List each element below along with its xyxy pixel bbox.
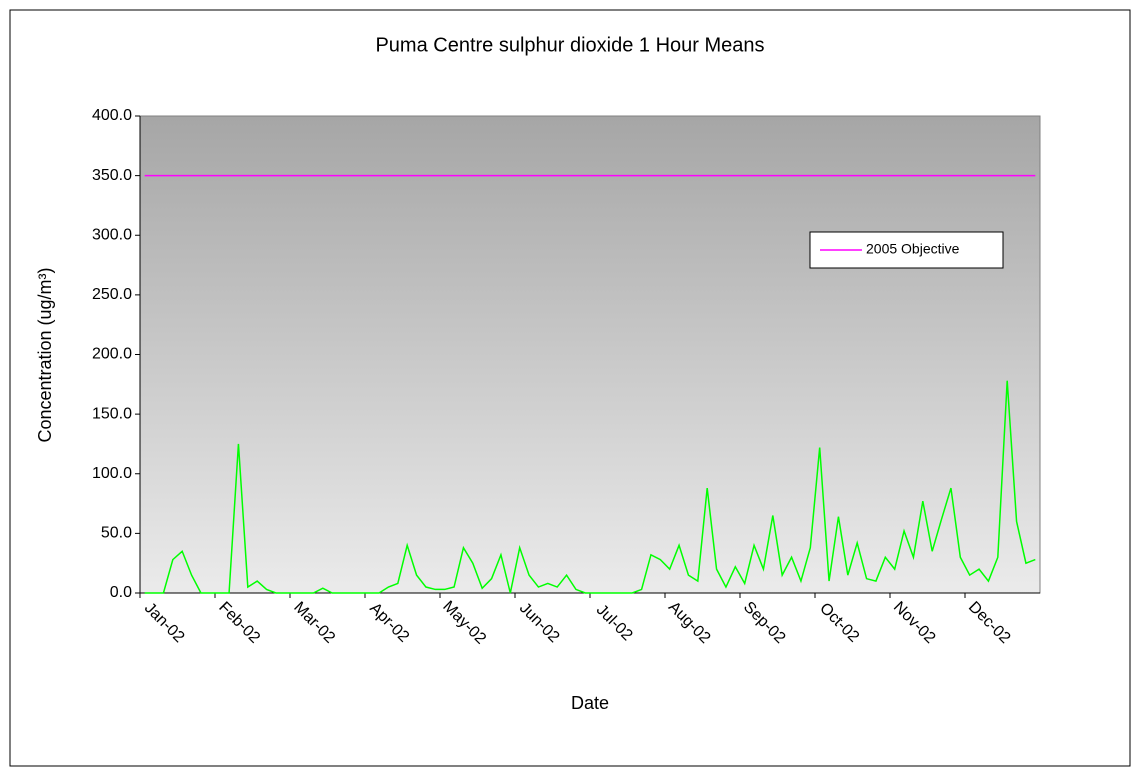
y-tick-label: 250.0: [92, 286, 132, 303]
y-tick-label: 300.0: [92, 226, 132, 243]
y-tick-label: 0.0: [110, 584, 132, 601]
y-tick-label: 350.0: [92, 167, 132, 184]
y-tick-label: 50.0: [101, 525, 132, 542]
y-tick-label: 100.0: [92, 465, 132, 482]
line-series: [144, 380, 1036, 594]
y-tick-label: 150.0: [92, 405, 132, 422]
x-axis-label: Date: [571, 693, 609, 713]
y-tick-label: 400.0: [92, 107, 132, 124]
legend-label: 2005 Objective: [866, 241, 960, 257]
y-tick-label: 200.0: [92, 346, 132, 363]
chart-title: Puma Centre sulphur dioxide 1 Hour Means: [375, 34, 764, 56]
plot-area: [139, 115, 1041, 594]
y-axis-label: Concentration (ug/m³): [35, 267, 55, 442]
